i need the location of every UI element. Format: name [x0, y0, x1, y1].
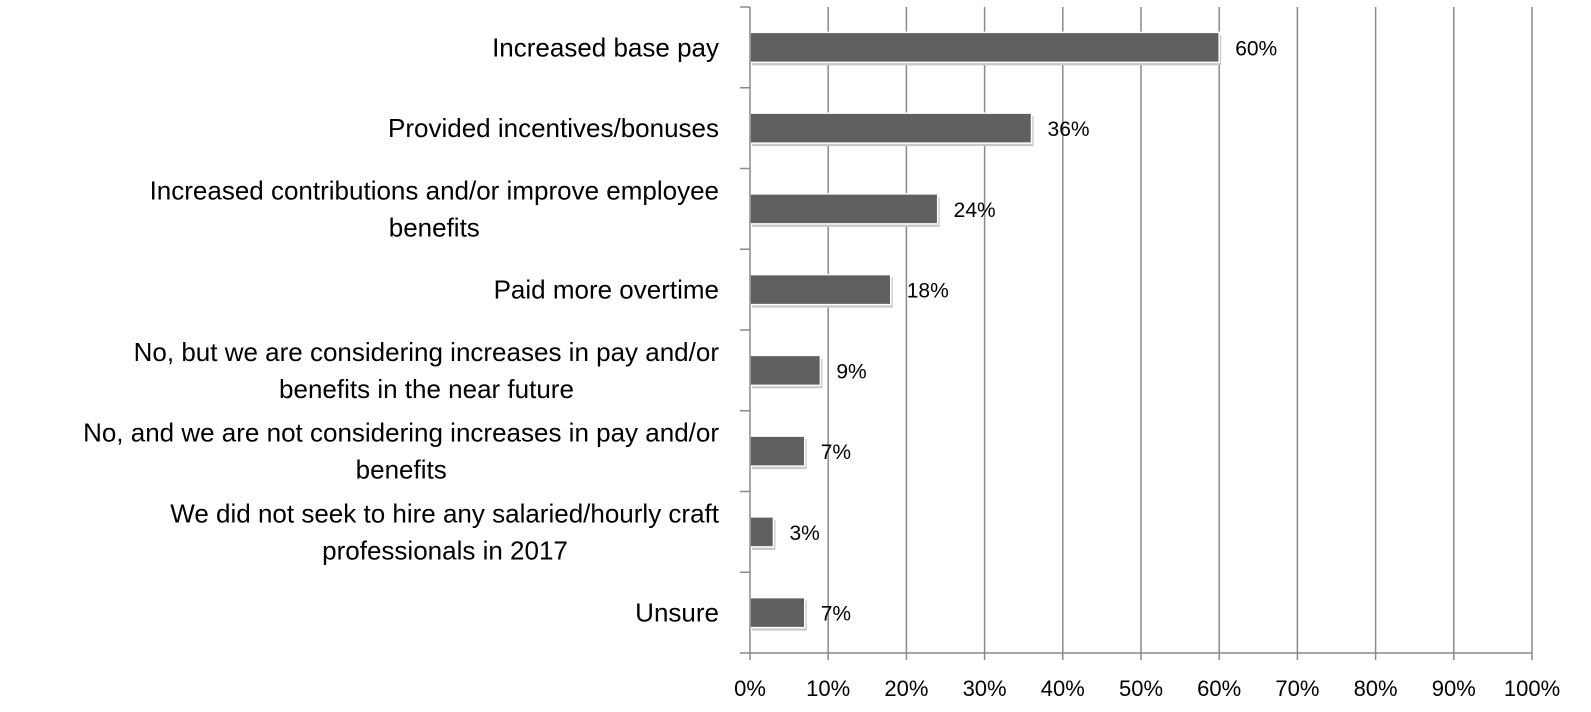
x-tick-label: 100% — [1504, 676, 1560, 701]
data-label: 7% — [821, 603, 851, 626]
x-tick-label: 80% — [1354, 676, 1398, 701]
bar — [749, 193, 939, 225]
category-label-line: Increased contributions and/or improve e… — [150, 175, 719, 205]
category-label: No, and we are not considering increases… — [83, 418, 719, 448]
category-label: Increased contributions and/or improve e… — [150, 175, 719, 205]
gridlines — [827, 7, 1533, 653]
category-label: We did not seek to hire any salaried/hou… — [170, 498, 719, 528]
category-label-line: We did not seek to hire any salaried/hou… — [170, 498, 719, 528]
category-label: Unsure — [635, 598, 719, 628]
data-label: 36% — [1048, 118, 1090, 141]
data-label: 7% — [821, 441, 851, 464]
category-label-line: benefits — [389, 212, 480, 242]
bar — [749, 354, 822, 387]
category-label-line: benefits in the near future — [279, 374, 574, 404]
data-labels: 60% 36% 24% 18% 9% 7% 3% 7% — [789, 37, 1277, 625]
x-tick-label: 60% — [1197, 676, 1241, 701]
x-tick-label: 0% — [734, 676, 766, 701]
bar — [749, 112, 1033, 144]
bar-series — [749, 31, 1222, 631]
category-label: No, but we are considering increases in … — [134, 337, 720, 367]
category-labels: Increased base pay Provided incentives/bo… — [83, 32, 720, 627]
x-tick-label: 40% — [1041, 676, 1085, 701]
x-tick-label: 10% — [806, 676, 850, 701]
category-label-line: No, and we are not considering increases… — [83, 418, 719, 448]
x-tick-label: 50% — [1119, 676, 1163, 701]
bar — [749, 31, 1220, 64]
data-label: 18% — [907, 280, 949, 303]
category-label: Paid more overtime — [494, 275, 719, 305]
data-label: 9% — [836, 360, 866, 383]
x-tick-label: 20% — [884, 676, 928, 701]
x-tick-label: 90% — [1432, 676, 1476, 701]
bar — [749, 596, 806, 629]
category-label-line: professionals in 2017 — [322, 535, 568, 565]
bar — [749, 435, 806, 467]
category-label: Provided incentives/bonuses — [388, 113, 719, 143]
x-tick-labels: 0% 10% 20% 30% 40% 50% 60% 70% 80% 90% 100% — [734, 676, 1560, 701]
x-tick-label: 30% — [963, 676, 1007, 701]
category-label: Increased base pay — [492, 32, 719, 62]
category-label-line: No, but we are considering increases in … — [134, 337, 720, 367]
axes — [740, 6, 1533, 660]
data-label: 60% — [1235, 37, 1277, 60]
category-label-line: benefits — [356, 455, 447, 485]
data-label: 24% — [954, 199, 996, 222]
data-label: 3% — [789, 522, 819, 545]
x-tick-label: 70% — [1275, 676, 1319, 701]
bar — [749, 273, 892, 306]
bar — [749, 516, 775, 548]
